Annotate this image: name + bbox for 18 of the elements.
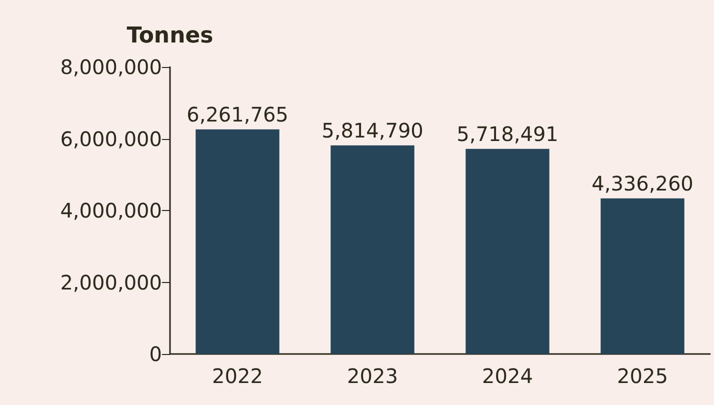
data-label: 4,336,260	[592, 171, 694, 196]
x-tick-label: 2023	[347, 364, 398, 388]
bar	[466, 148, 550, 354]
data-label: 6,261,765	[186, 102, 288, 126]
data-label: 5,718,491	[456, 122, 558, 146]
y-tick-label: 0	[149, 342, 162, 366]
data-label: 5,814,790	[322, 118, 424, 142]
y-tick-label: 6,000,000	[60, 126, 162, 151]
bar	[196, 129, 280, 354]
bar	[330, 145, 414, 354]
y-axis-title: Tonnes	[126, 24, 214, 48]
x-tick-label: 2022	[212, 364, 263, 388]
x-tick-label: 2024	[482, 364, 533, 388]
y-tick-label: 8,000,000	[60, 55, 162, 79]
bar	[600, 198, 684, 354]
x-tick-label: 2025	[617, 364, 668, 388]
y-tick-label: 2,000,000	[60, 270, 162, 294]
y-tick-label: 4,000,000	[60, 198, 162, 222]
